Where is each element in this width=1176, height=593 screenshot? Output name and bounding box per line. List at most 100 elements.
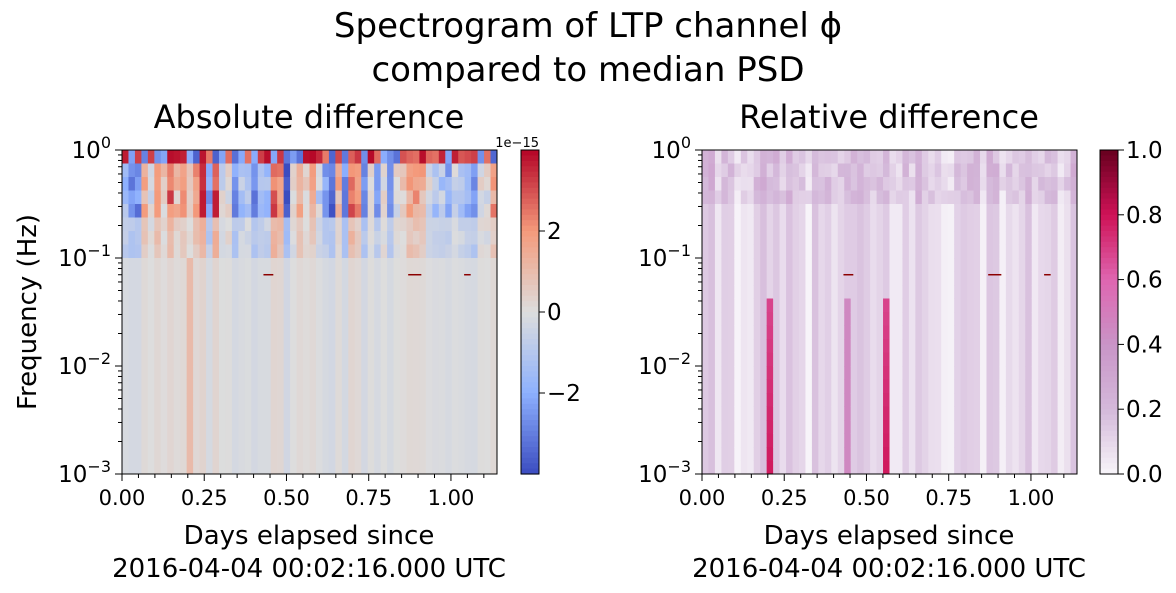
heatmap-cell bbox=[837, 433, 845, 448]
heatmap-cell bbox=[1064, 393, 1072, 407]
colorbar-segment bbox=[1100, 387, 1118, 394]
heatmap-cell bbox=[792, 433, 800, 448]
heatmap-cell bbox=[902, 285, 910, 299]
heatmap-cell bbox=[122, 379, 129, 394]
heatmap-cell bbox=[921, 163, 929, 178]
heatmap-cell bbox=[471, 258, 479, 272]
heatmap-cell bbox=[1012, 285, 1020, 299]
heatmap-cell bbox=[464, 339, 472, 353]
heatmap-cell bbox=[980, 393, 987, 407]
heatmap-cell bbox=[425, 420, 433, 434]
heatmap-cell bbox=[193, 339, 201, 353]
heatmap-cell bbox=[721, 150, 729, 164]
heatmap-cell bbox=[244, 190, 252, 205]
heatmap-cell bbox=[850, 312, 858, 326]
heatmap-cell bbox=[225, 258, 233, 272]
heatmap-cell bbox=[400, 366, 407, 380]
heatmap-cell bbox=[1051, 339, 1059, 353]
heatmap-cell bbox=[1012, 217, 1020, 232]
colorbar-segment bbox=[521, 220, 539, 227]
heatmap-cell bbox=[980, 217, 987, 232]
heatmap-cell bbox=[1012, 150, 1020, 164]
heatmap-cell bbox=[264, 150, 272, 164]
heatmap-cell bbox=[464, 163, 472, 178]
heatmap-cell bbox=[999, 366, 1007, 380]
heatmap-cell bbox=[419, 420, 427, 434]
heatmap-cell bbox=[760, 325, 768, 340]
heatmap-cell bbox=[225, 163, 233, 178]
heatmap-cell bbox=[760, 379, 768, 394]
heatmap-cell bbox=[805, 231, 813, 245]
heatmap-cell bbox=[438, 433, 446, 448]
heatmap-cell bbox=[277, 433, 285, 448]
heatmap-cell bbox=[1031, 393, 1039, 407]
heatmap-cell bbox=[850, 244, 858, 259]
heatmap-cell bbox=[1051, 393, 1059, 407]
heatmap-cell bbox=[251, 420, 259, 434]
heatmap-cell bbox=[805, 285, 813, 299]
heatmap-cell bbox=[283, 312, 291, 326]
heatmap-cell bbox=[270, 177, 278, 191]
heatmap-cell bbox=[824, 352, 832, 367]
heatmap-cell bbox=[889, 339, 897, 353]
heatmap-cell bbox=[315, 298, 323, 313]
heatmap-cell bbox=[760, 339, 768, 353]
heatmap-cell bbox=[180, 420, 188, 434]
heatmap-cell bbox=[1012, 352, 1020, 367]
heatmap-cell bbox=[1051, 460, 1059, 475]
heatmap-cell bbox=[1064, 298, 1072, 313]
heatmap-cell bbox=[986, 244, 994, 259]
heatmap-cell bbox=[380, 339, 388, 353]
heatmap-cell bbox=[818, 177, 826, 191]
heatmap-cell bbox=[477, 285, 485, 299]
heatmap-cell bbox=[471, 460, 479, 475]
heatmap-cell bbox=[458, 325, 466, 340]
heatmap-cell bbox=[889, 379, 897, 394]
heatmap-cell bbox=[335, 190, 343, 205]
heatmap-cell bbox=[1038, 379, 1046, 394]
heatmap-cell bbox=[876, 231, 884, 245]
heatmap-cell bbox=[1025, 379, 1033, 394]
heatmap-cell bbox=[734, 420, 742, 434]
heatmap-cell bbox=[798, 352, 806, 367]
heatmap-cell bbox=[277, 366, 285, 380]
heatmap-cell bbox=[1051, 298, 1059, 313]
heatmap-cell bbox=[857, 393, 865, 407]
heatmap-cell bbox=[992, 298, 1000, 313]
heatmap-cell bbox=[786, 258, 794, 272]
heatmap-cell bbox=[895, 460, 903, 475]
heatmap-cell bbox=[206, 163, 214, 178]
heatmap-cell bbox=[1005, 460, 1013, 475]
heatmap-cell bbox=[947, 460, 955, 475]
heatmap-cell bbox=[173, 244, 181, 259]
heatmap-cell bbox=[180, 150, 188, 164]
heatmap-cell bbox=[348, 339, 356, 353]
heatmap-cell bbox=[244, 163, 252, 178]
heatmap-cell bbox=[721, 217, 729, 232]
heatmap-cell bbox=[1044, 393, 1052, 407]
heatmap-cell bbox=[193, 177, 201, 191]
heatmap-cell bbox=[451, 285, 459, 299]
heatmap-cell bbox=[863, 312, 871, 326]
heatmap-cell bbox=[277, 217, 285, 232]
heatmap-cell bbox=[870, 393, 878, 407]
heatmap-cell bbox=[303, 163, 310, 178]
heatmap-cell bbox=[805, 190, 813, 205]
heatmap-cell bbox=[458, 420, 466, 434]
heatmap-cell bbox=[361, 352, 369, 367]
heatmap-cell bbox=[870, 163, 878, 178]
heatmap-cell bbox=[779, 447, 787, 461]
heatmap-cell bbox=[786, 217, 794, 232]
heatmap-cell bbox=[883, 217, 890, 232]
heatmap-cell bbox=[367, 352, 375, 367]
heatmap-cell bbox=[147, 298, 155, 313]
heatmap-cell bbox=[264, 204, 272, 218]
heatmap-cell bbox=[484, 150, 492, 164]
heatmap-cell bbox=[714, 312, 722, 326]
colorbar-segment bbox=[1100, 430, 1118, 437]
heatmap-cell bbox=[173, 190, 181, 205]
heatmap-cell bbox=[811, 406, 819, 421]
heatmap-cell bbox=[218, 379, 226, 394]
heatmap-cell bbox=[973, 204, 981, 218]
heatmap-cell bbox=[432, 298, 440, 313]
